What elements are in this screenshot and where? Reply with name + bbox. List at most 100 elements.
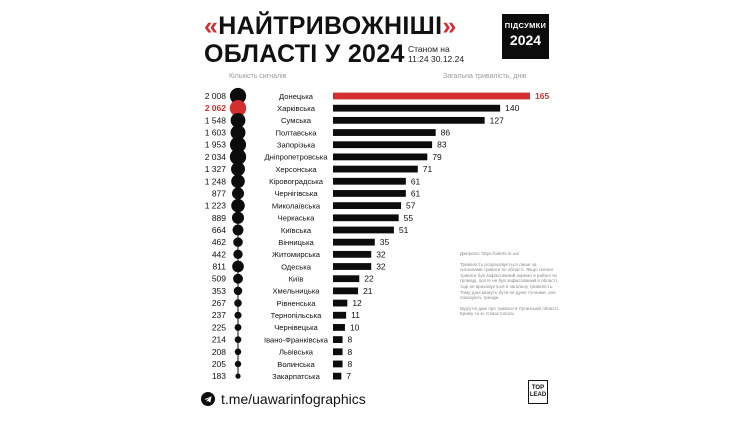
region-name-label: Сумська [281, 116, 312, 125]
notes-block: Джерело: https://alerts.in.ua/ Триваліст… [460, 251, 560, 322]
alerts-count-label: 462 [212, 237, 226, 247]
region-name-label: Івано-Франківська [264, 335, 329, 344]
alerts-count-label: 442 [212, 249, 226, 259]
alerts-count-label: 1 603 [205, 128, 227, 138]
duration-bar [333, 116, 485, 124]
as-of-datetime: 11:24 30.12.24 [408, 54, 465, 64]
duration-value-label: 83 [437, 140, 447, 150]
region-name-label: Чернівецька [274, 323, 318, 332]
duration-bar [333, 311, 347, 319]
duration-value-label: 127 [490, 115, 504, 125]
duration-value-label: 12 [352, 298, 362, 308]
logo-line-2: LEAD [529, 392, 547, 398]
alerts-circle [234, 323, 242, 331]
region-name-label: Полтавська [276, 128, 318, 137]
region-name-label: Черкаська [278, 214, 315, 223]
duration-bar [333, 202, 402, 210]
alerts-count-label: 509 [212, 274, 226, 284]
title-line-2: ОБЛАСТІ У 2024 [204, 40, 405, 68]
duration-bar [333, 360, 343, 368]
duration-value-label: 32 [376, 262, 386, 272]
as-of-label: Станом на [408, 44, 450, 54]
alerts-count-label: 353 [212, 286, 226, 296]
alerts-circle [229, 99, 247, 117]
alerts-circle [235, 373, 241, 379]
duration-bar [333, 372, 342, 380]
alerts-count-label: 1 223 [205, 201, 227, 211]
alerts-count-label: 267 [212, 298, 226, 308]
region-name-label: Львівська [279, 348, 314, 357]
alerts-count-label: 237 [212, 310, 226, 320]
alerts-circle [232, 260, 244, 273]
alerts-circle [229, 136, 247, 153]
alerts-count-label: 877 [212, 188, 226, 198]
region-name-label: Закарпатська [272, 372, 321, 381]
alerts-count-label: 1 548 [205, 115, 227, 125]
alerts-circle [234, 360, 242, 368]
notes-missing-data: Відсутні дані про тривоги в Луганській о… [460, 305, 560, 317]
alerts-count-label: 2 034 [205, 152, 227, 162]
duration-header: Загальна тривалість, днів [443, 73, 527, 80]
title-line-1: «НАЙТРИВОЖНІШІ» [204, 12, 457, 41]
duration-bar [333, 226, 394, 234]
duration-value-label: 57 [406, 201, 416, 211]
duration-bar [333, 214, 399, 222]
alerts-circle [233, 249, 243, 260]
duration-bar [333, 92, 530, 100]
region-name-label: Київ [289, 275, 304, 284]
region-name-label: Хмельницька [272, 287, 320, 296]
duration-value-label: 140 [505, 103, 519, 113]
duration-bar [333, 129, 436, 136]
footer: t.me/uawarinfographics [201, 391, 366, 407]
duration-value-label: 8 [348, 335, 353, 345]
region-name-label: Чернігівська [274, 189, 318, 198]
duration-value-label: 8 [348, 347, 353, 357]
duration-value-label: 165 [535, 91, 549, 101]
summary-badge: ПІДСУМКИ 2024 [502, 14, 549, 59]
duration-value-label: 55 [404, 213, 414, 223]
duration-bar [333, 336, 343, 343]
duration-bar [333, 348, 343, 356]
alerts-circle [233, 286, 243, 296]
alerts-count-label: 1 248 [205, 176, 227, 186]
region-name-label: Волинська [277, 360, 315, 369]
region-name-label: Рівненська [277, 299, 317, 308]
alerts-circle [229, 87, 247, 105]
title-open-quote: « [204, 12, 219, 40]
duration-value-label: 22 [364, 274, 374, 284]
duration-bar [333, 153, 428, 161]
duration-value-label: 61 [411, 188, 421, 198]
alerts-count-label: 208 [212, 347, 226, 357]
duration-value-label: 71 [423, 164, 433, 174]
duration-bar [333, 250, 372, 258]
duration-bar [333, 238, 375, 246]
alerts-circle [232, 224, 244, 236]
alerts-count-label: 205 [212, 359, 226, 369]
duration-bar [333, 177, 406, 185]
region-name-label: Вінницька [278, 238, 314, 247]
alerts-count-header: Кількість сигналів [229, 73, 287, 80]
region-name-label: Кіровоградська [269, 177, 324, 186]
alerts-count-label: 183 [212, 371, 226, 381]
telegram-channel-link[interactable]: t.me/uawarinfographics [221, 391, 366, 407]
duration-bar [333, 299, 348, 307]
alerts-circle [231, 162, 245, 177]
alerts-circle [233, 237, 243, 247]
alerts-circle [231, 198, 245, 213]
alerts-circle [230, 125, 246, 141]
region-name-label: Дніпропетровська [264, 153, 328, 162]
region-name-label: Донецька [279, 92, 314, 101]
duration-value-label: 79 [432, 152, 442, 162]
region-name-label: Одеська [281, 262, 312, 271]
region-name-label: Житомирська [272, 250, 321, 259]
alerts-count-label: 2 062 [205, 103, 227, 113]
notes-source: Джерело: https://alerts.in.ua/ [460, 251, 520, 256]
alerts-circle [231, 211, 245, 224]
alerts-circle [234, 299, 242, 307]
duration-value-label: 86 [441, 128, 451, 138]
duration-value-label: 8 [348, 359, 353, 369]
logo-line-1: TOP [531, 385, 545, 391]
alerts-circle [234, 348, 242, 356]
